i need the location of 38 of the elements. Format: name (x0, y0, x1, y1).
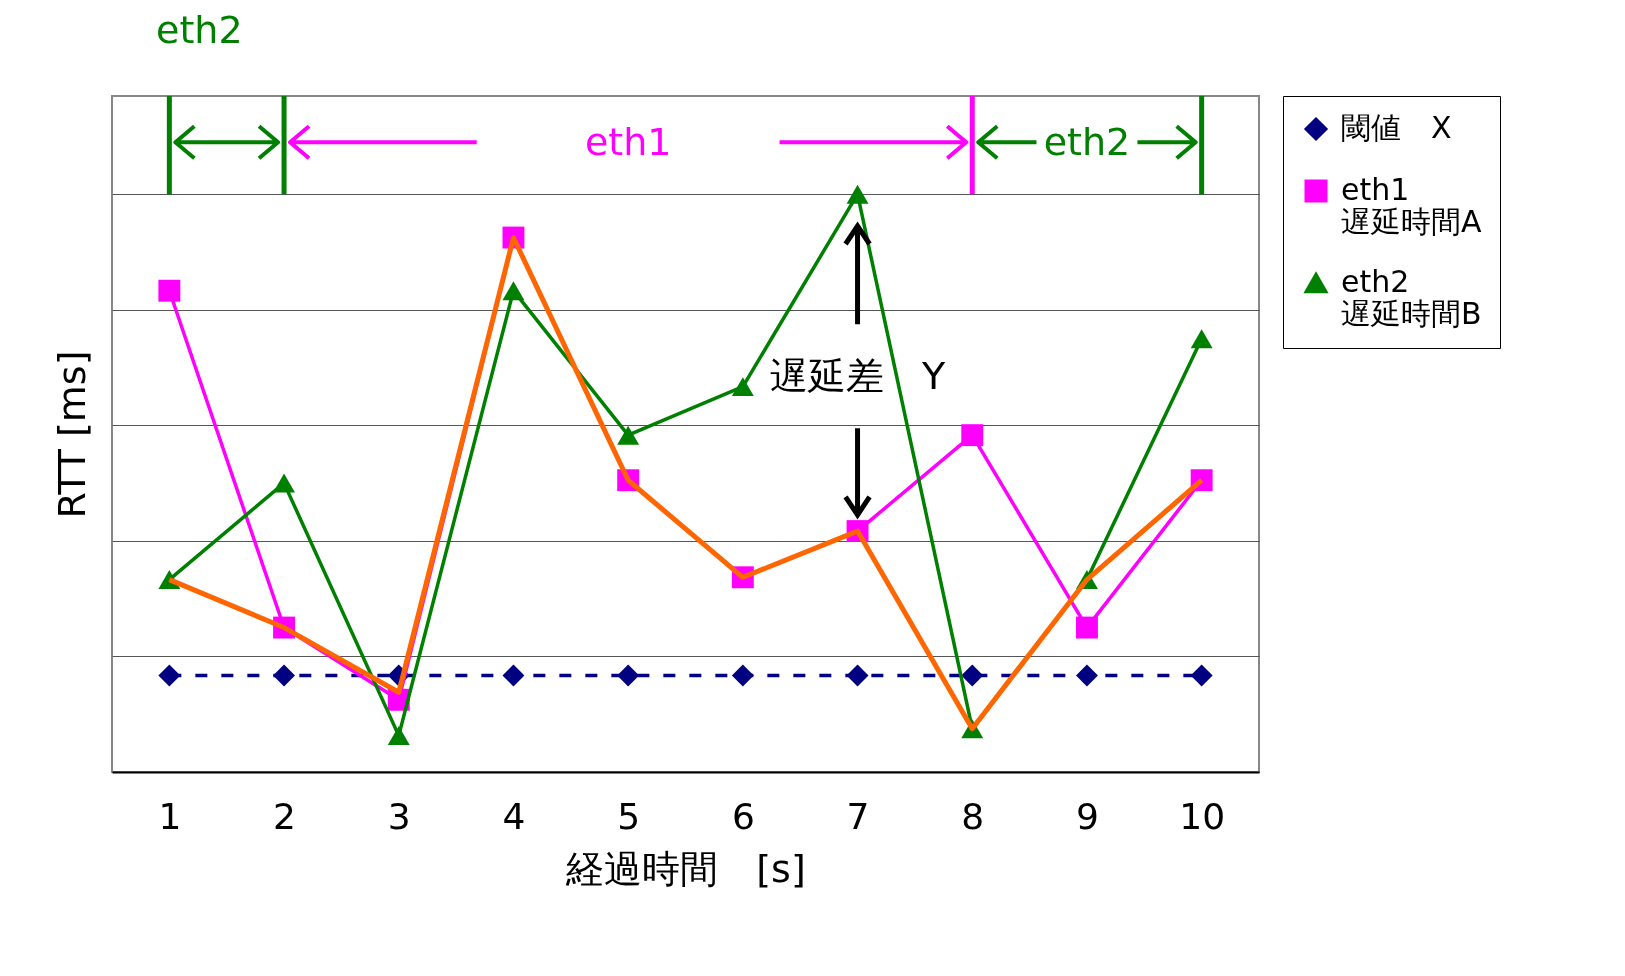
point (273, 664, 295, 687)
legend-label: eth1 遅延時間A (1341, 172, 1482, 239)
point (961, 664, 984, 687)
x-tick-label: 9 (1076, 795, 1099, 837)
x-axis-title: 経過時間 [s] (565, 846, 806, 891)
x-tick-label: 4 (502, 795, 526, 837)
y-axis-title: RTT [ms] (49, 350, 94, 519)
point (731, 377, 754, 397)
point (387, 726, 410, 746)
point (1076, 616, 1098, 639)
point (502, 664, 525, 687)
point (617, 425, 640, 445)
annotation: 遅延差 Y (769, 354, 946, 399)
point (1190, 664, 1213, 687)
point (731, 664, 754, 687)
x-tick-label: 8 (961, 795, 985, 837)
point (961, 424, 984, 447)
point (1076, 664, 1098, 687)
legend-label: 閾値 X (1341, 110, 1452, 145)
text: eth2 (156, 8, 243, 52)
point (273, 473, 295, 493)
x-tick-label: 10 (1179, 795, 1226, 837)
text: eth1 (584, 120, 672, 165)
point (158, 279, 181, 302)
point (502, 281, 525, 301)
x-tick-label: 6 (731, 795, 755, 837)
point (158, 664, 181, 687)
x-tick-label: 5 (617, 795, 641, 837)
x-tick-label: 3 (387, 795, 411, 837)
point (846, 184, 869, 204)
point (846, 664, 869, 687)
x-tick-label: 7 (846, 795, 870, 837)
x-tick-label: 2 (273, 795, 296, 837)
point (1190, 329, 1213, 349)
x-tick-label: 1 (158, 795, 182, 837)
point (617, 664, 640, 687)
text: eth2 (1043, 120, 1131, 165)
legend-label: eth2 遅延時間B (1341, 264, 1482, 331)
